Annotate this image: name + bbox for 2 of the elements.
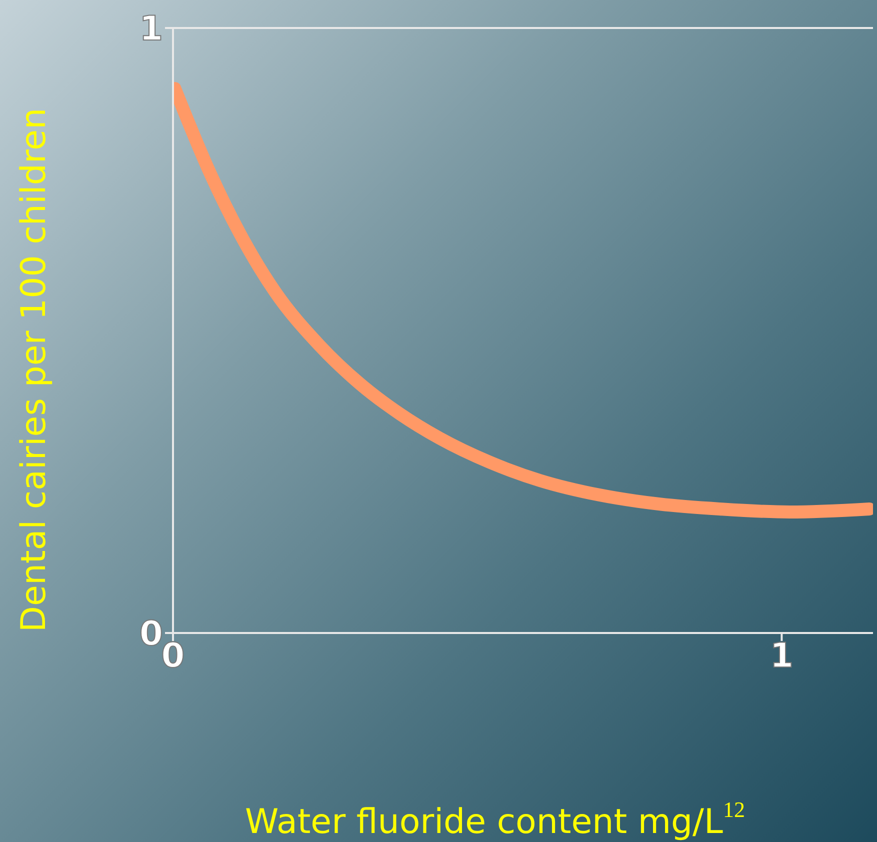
y-axis-title: Dental cairies per 100 children (14, 108, 54, 632)
x-axis-title: Water fluoride content mg/L$^{12}$ (245, 797, 745, 842)
